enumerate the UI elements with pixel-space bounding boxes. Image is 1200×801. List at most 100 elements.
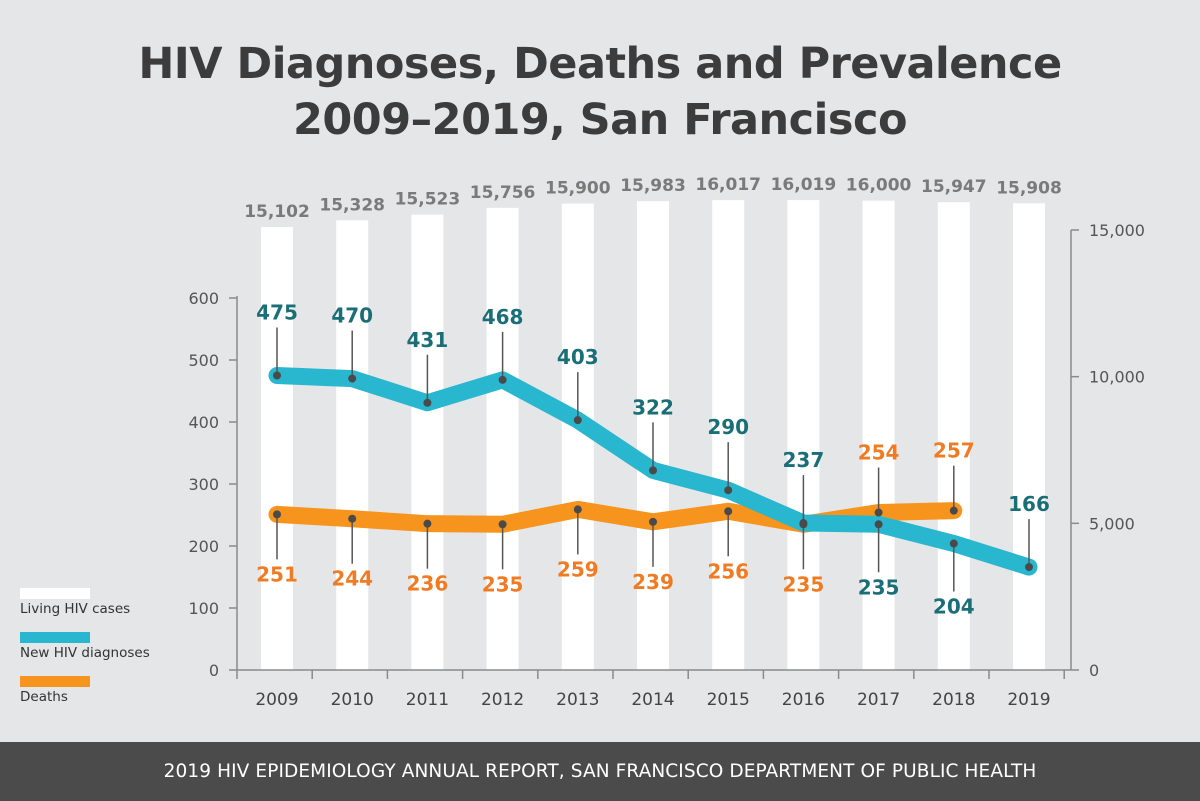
legend: Living HIV cases New HIV diagnoses Death… [20, 588, 200, 720]
label-deaths-2011: 236 [407, 572, 449, 596]
x-tick-label-2013: 2013 [556, 690, 599, 710]
chart-area: 0 100 200 300 400 500 600 0 5,000 10,000 15,000 200… [188, 175, 1145, 710]
footer-banner: 2019 HIV EPIDEMIOLOGY ANNUAL REPORT, SAN… [0, 742, 1200, 801]
chart-title: HIV Diagnoses, Deaths and Prevalence 200… [0, 36, 1200, 148]
label-deaths-2012: 235 [482, 572, 524, 596]
bar-living-2010 [336, 220, 369, 670]
bar-label-living-2018: 15,947 [921, 177, 987, 197]
bar-living-2011 [411, 214, 444, 670]
point-diagnoses-2014 [649, 466, 657, 475]
bar-label-living-2010: 15,328 [319, 195, 385, 215]
bar-label-living-2012: 15,756 [470, 183, 536, 203]
chart-title-line2: 2009–2019, San Francisco [292, 95, 908, 145]
point-diagnoses-2012 [498, 375, 507, 384]
legend-label-deaths: Deaths [20, 689, 68, 705]
left-tick-label-0: 0 [209, 661, 219, 680]
point-diagnoses-2015 [724, 486, 733, 495]
label-diagnoses-2011: 431 [407, 328, 449, 352]
bar-label-living-2011: 15,523 [395, 190, 461, 210]
legend-swatch-deaths [20, 676, 90, 687]
right-tick-label-0: 0 [1089, 661, 1099, 680]
legend-item-diagnoses: New HIV diagnoses [20, 632, 200, 676]
legend-label-living: Living HIV cases [20, 601, 131, 617]
bar-label-living-2017: 16,000 [846, 176, 912, 196]
legend-item-living: Living HIV cases [20, 588, 200, 632]
labels-group: 15,102 15,328 15,523 15,756 15,900 15,983 16,0… [244, 175, 1062, 618]
bar-label-living-2015: 16,017 [695, 175, 761, 195]
label-diagnoses-2019: 166 [1008, 492, 1050, 516]
label-diagnoses-2010: 470 [331, 304, 373, 328]
label-diagnoses-2016: 237 [783, 448, 825, 472]
bar-label-living-2013: 15,900 [545, 179, 611, 199]
left-tick-label-300: 300 [188, 475, 219, 494]
point-diagnoses-2018 [949, 539, 958, 548]
x-tick-label-2019: 2019 [1007, 690, 1050, 710]
bar-label-living-2019: 15,908 [996, 178, 1062, 198]
x-tick-label-2018: 2018 [932, 690, 975, 710]
x-tick-label-2016: 2016 [782, 690, 825, 710]
left-tick-label-500: 500 [188, 351, 219, 370]
bar-living-2009 [261, 227, 293, 670]
point-diagnoses-2011 [423, 398, 432, 407]
right-tick-label-10,000: 10,000 [1089, 368, 1145, 387]
point-deaths-2010 [348, 514, 357, 523]
label-deaths-2015: 256 [707, 559, 749, 583]
legend-swatch-diagnoses [20, 632, 90, 643]
x-tick-label-2017: 2017 [857, 690, 900, 710]
label-diagnoses-2012: 468 [482, 305, 524, 329]
x-tick-label-2011: 2011 [406, 690, 449, 710]
point-deaths-2016 [799, 520, 808, 529]
label-deaths-2010: 244 [331, 567, 373, 591]
left-tick-label-600: 600 [188, 289, 219, 308]
label-deaths-2013: 259 [557, 557, 599, 581]
legend-item-deaths: Deaths [20, 676, 200, 720]
label-deaths-2017: 254 [858, 441, 900, 465]
x-tick-label-2015: 2015 [707, 690, 750, 710]
point-deaths-2014 [649, 517, 657, 526]
point-diagnoses-2017 [874, 520, 883, 529]
left-tick-label-400: 400 [188, 413, 219, 432]
point-diagnoses-2019 [1025, 563, 1033, 572]
right-tick-label-15,000: 15,000 [1089, 221, 1145, 240]
point-deaths-2015 [724, 507, 733, 516]
x-tick-label-2009: 2009 [255, 690, 298, 710]
point-deaths-2013 [573, 505, 582, 514]
bar-label-living-2016: 16,019 [771, 175, 837, 195]
footer-text: 2019 HIV EPIDEMIOLOGY ANNUAL REPORT, SAN… [163, 761, 1037, 782]
point-deaths-2017 [874, 508, 883, 517]
label-deaths-2009: 251 [256, 562, 298, 586]
label-diagnoses-2009: 475 [256, 301, 298, 325]
legend-label-diagnoses: New HIV diagnoses [20, 645, 150, 661]
label-diagnoses-2018: 204 [933, 595, 975, 619]
label-diagnoses-2013: 403 [557, 345, 599, 369]
bar-label-living-2009: 15,102 [244, 202, 310, 222]
bars-group [261, 200, 1045, 671]
point-deaths-2012 [498, 520, 507, 529]
label-diagnoses-2014: 322 [632, 395, 674, 419]
bar-living-2012 [486, 207, 519, 670]
point-deaths-2011 [423, 519, 432, 528]
x-tick-label-2014: 2014 [631, 690, 674, 710]
label-deaths-2018: 257 [933, 439, 975, 463]
axes-group: 0 100 200 300 400 500 600 0 5,000 10,000 15,000 200… [188, 221, 1145, 710]
point-diagnoses-2013 [573, 416, 582, 425]
bar-living-2017 [862, 200, 895, 670]
bar-living-2018 [937, 202, 970, 671]
bar-label-living-2014: 15,983 [620, 176, 686, 196]
label-deaths-2014: 239 [632, 570, 674, 594]
x-tick-label-2010: 2010 [331, 690, 374, 710]
bar-living-2015 [712, 200, 745, 670]
label-deaths-2016: 235 [783, 572, 825, 596]
point-diagnoses-2010 [348, 374, 357, 383]
left-tick-label-100: 100 [188, 599, 219, 618]
bar-living-2019 [1013, 203, 1045, 670]
point-diagnoses-2009 [273, 371, 281, 380]
label-diagnoses-2017: 235 [858, 575, 900, 599]
point-deaths-2009 [273, 510, 281, 519]
label-diagnoses-2015: 290 [707, 415, 749, 439]
bar-living-2016 [787, 200, 820, 671]
point-deaths-2018 [949, 506, 958, 515]
x-tick-label-2012: 2012 [481, 690, 524, 710]
left-tick-label-200: 200 [188, 537, 219, 556]
chart-title-line1: HIV Diagnoses, Deaths and Prevalence [138, 39, 1062, 89]
